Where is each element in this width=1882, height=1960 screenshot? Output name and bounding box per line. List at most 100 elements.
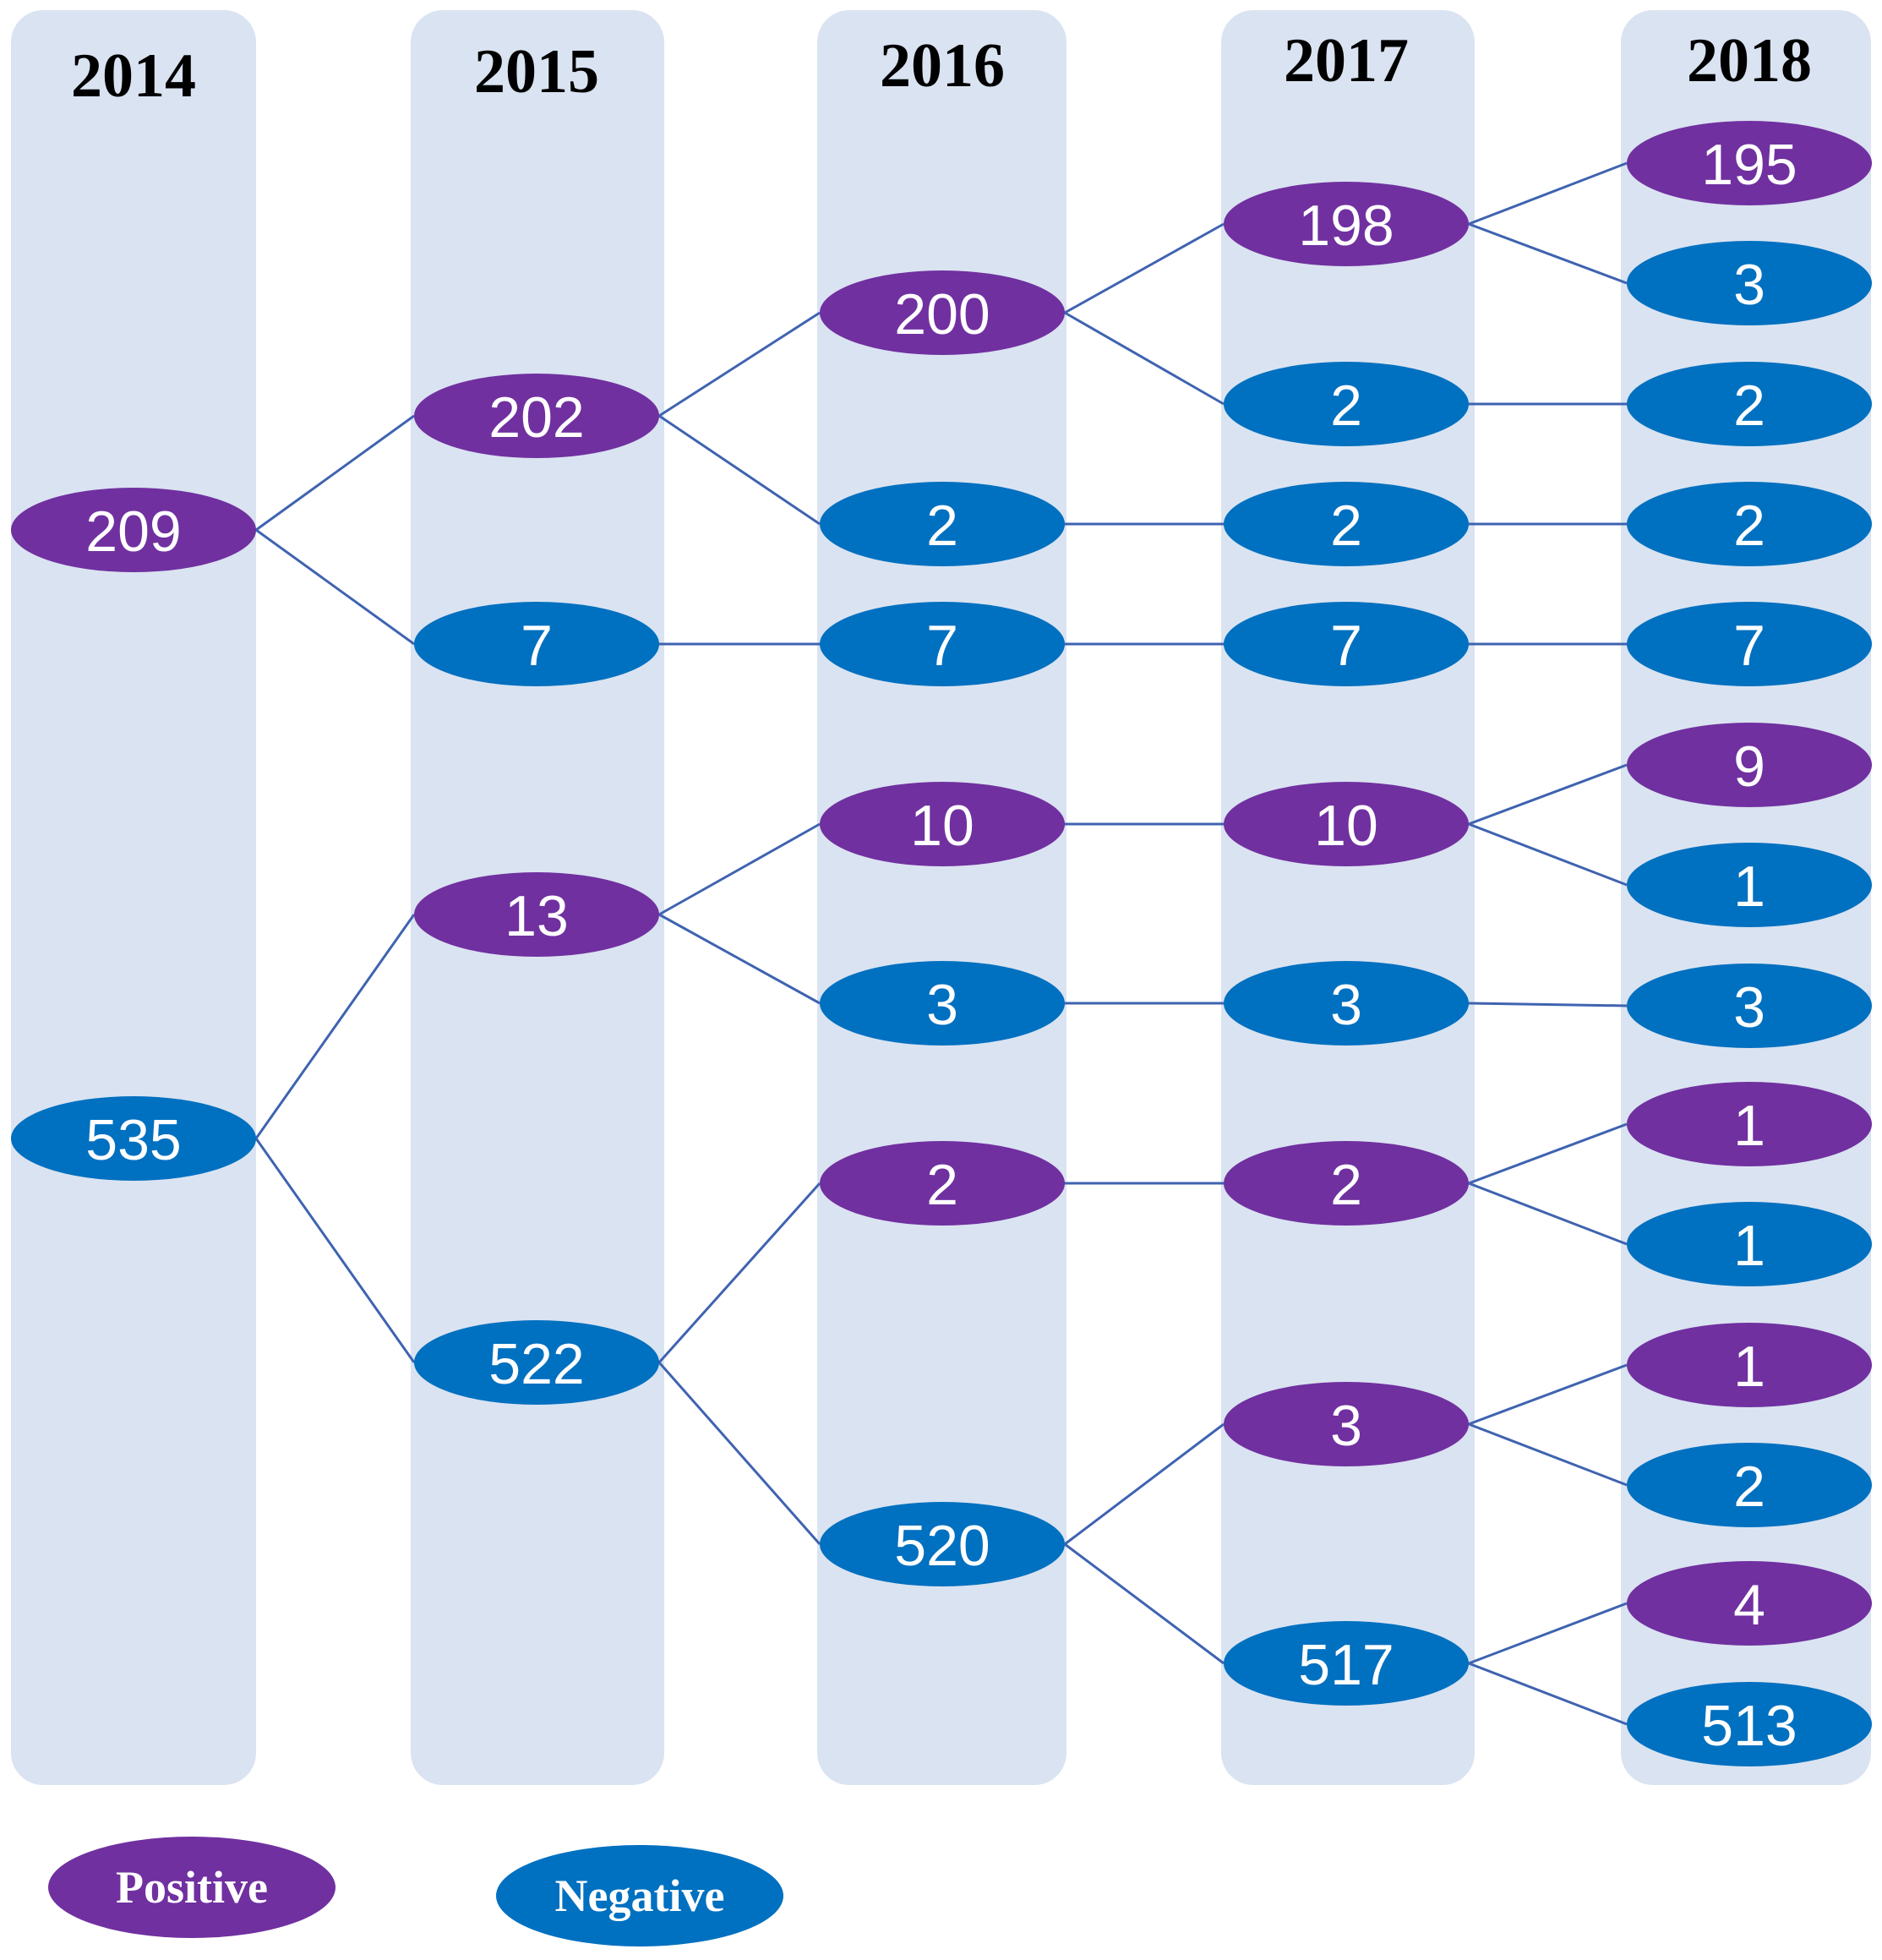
edge-a2-b3 [254, 914, 416, 1139]
node-negative-c5: 3 [820, 961, 1065, 1046]
node-value-e8: 3 [1733, 975, 1765, 1040]
node-value-b4: 522 [488, 1332, 584, 1396]
edge-d7-e9 [1468, 1122, 1628, 1185]
node-ellipse-e10 [1627, 1202, 1872, 1286]
edge-b3-c5 [658, 913, 821, 1005]
node-value-a1: 209 [85, 500, 181, 564]
edge-d1-e1 [1468, 161, 1628, 226]
edge-c1-d1 [1064, 222, 1225, 314]
node-ellipse-a2 [11, 1096, 256, 1181]
node-value-d8: 3 [1330, 1394, 1362, 1458]
edge-c7-d8 [1064, 1422, 1225, 1546]
node-negative-e12: 2 [1627, 1443, 1872, 1527]
node-value-d7: 2 [1330, 1153, 1362, 1217]
node-ellipse-b3 [414, 872, 659, 957]
node-value-d3: 2 [1330, 494, 1362, 558]
year-label-2014: 2014 [71, 41, 196, 111]
node-negative-d6: 3 [1224, 961, 1469, 1046]
edge-d7-e10 [1468, 1182, 1628, 1246]
node-negative-e14: 513 [1627, 1682, 1872, 1766]
edge-b1-c1 [658, 311, 821, 418]
edge-a1-b2 [255, 528, 415, 646]
node-ellipse-c4 [820, 782, 1065, 866]
edge-c1-d2 [1064, 311, 1225, 406]
node-negative-e4: 2 [1627, 482, 1872, 566]
node-value-c1: 200 [894, 282, 990, 347]
node-negative-d9: 517 [1224, 1621, 1469, 1706]
edge-d5-e6 [1468, 763, 1628, 826]
legend-positive-swatch [48, 1837, 335, 1938]
node-value-e12: 2 [1733, 1455, 1765, 1519]
node-value-b3: 13 [505, 884, 569, 948]
node-ellipse-c7 [820, 1502, 1065, 1586]
node-value-e9: 1 [1733, 1094, 1765, 1158]
node-positive-e6: 9 [1627, 723, 1872, 807]
node-negative-c7: 520 [820, 1502, 1065, 1586]
node-value-e2: 3 [1733, 253, 1765, 317]
node-value-e13: 4 [1733, 1573, 1765, 1637]
node-ellipse-c1 [820, 270, 1065, 355]
node-ellipse-d2 [1224, 362, 1469, 446]
node-value-e14: 513 [1701, 1694, 1797, 1758]
node-positive-e1: 195 [1627, 121, 1872, 205]
edge-d8-e11 [1468, 1363, 1628, 1426]
edge-b1-c2 [658, 414, 821, 526]
node-ellipse-c6 [820, 1141, 1065, 1226]
node-ellipse-e1 [1627, 121, 1872, 205]
node-positive-b3: 13 [414, 872, 659, 957]
node-ellipse-e3 [1627, 362, 1872, 446]
year-label-2018: 2018 [1687, 26, 1812, 96]
node-value-e7: 1 [1733, 854, 1765, 919]
node-ellipse-b4 [414, 1320, 659, 1405]
node-ellipse-e4 [1627, 482, 1872, 566]
node-ellipse-d6 [1224, 961, 1469, 1046]
node-ellipse-e6 [1627, 723, 1872, 807]
edge-d8-e12 [1468, 1422, 1628, 1487]
node-negative-c3: 7 [820, 602, 1065, 686]
node-positive-e11: 1 [1627, 1323, 1872, 1407]
node-negative-e7: 1 [1627, 843, 1872, 927]
node-ellipse-e9 [1627, 1082, 1872, 1166]
node-ellipse-e8 [1627, 964, 1872, 1048]
node-ellipse-d3 [1224, 482, 1469, 566]
node-ellipse-c5 [820, 961, 1065, 1046]
node-value-c6: 2 [926, 1153, 958, 1217]
node-value-c7: 520 [894, 1514, 990, 1578]
node-value-b2: 7 [521, 614, 553, 678]
node-value-d1: 198 [1298, 194, 1394, 258]
node-value-e6: 9 [1733, 734, 1765, 799]
node-ellipse-e7 [1627, 843, 1872, 927]
node-value-e11: 1 [1733, 1335, 1765, 1399]
node-positive-c4: 10 [820, 782, 1065, 866]
node-value-e3: 2 [1733, 374, 1765, 438]
node-positive-d1: 198 [1224, 182, 1469, 266]
node-value-d4: 7 [1330, 614, 1362, 678]
node-positive-b1: 202 [414, 374, 659, 458]
year-label-2017: 2017 [1284, 26, 1409, 96]
node-negative-d2: 2 [1224, 362, 1469, 446]
node-value-c5: 3 [926, 973, 958, 1037]
legend-positive-label: Positive [116, 1862, 268, 1913]
node-positive-a1: 209 [11, 488, 256, 572]
node-negative-b2: 7 [414, 602, 659, 686]
node-value-d9: 517 [1298, 1633, 1394, 1697]
edge-d1-e2 [1468, 222, 1628, 285]
node-value-e10: 1 [1733, 1214, 1765, 1278]
year-label-2015: 2015 [474, 37, 599, 106]
node-positive-c1: 200 [820, 270, 1065, 355]
node-value-c2: 2 [926, 494, 958, 558]
year-label-2016: 2016 [880, 31, 1005, 101]
node-negative-c2: 2 [820, 482, 1065, 566]
year-column-2016 [817, 10, 1066, 1785]
node-positive-d5: 10 [1224, 782, 1469, 866]
status-nodes: 2095352027135222002710325201982271032351… [11, 121, 1872, 1766]
node-ellipse-a1 [11, 488, 256, 572]
node-ellipse-e14 [1627, 1682, 1872, 1766]
node-negative-a2: 535 [11, 1096, 256, 1181]
node-negative-e5: 7 [1627, 602, 1872, 686]
node-negative-e8: 3 [1627, 964, 1872, 1048]
node-ellipse-e2 [1627, 241, 1872, 325]
node-ellipse-d1 [1224, 182, 1469, 266]
node-value-c4: 10 [910, 794, 974, 858]
node-negative-e3: 2 [1627, 362, 1872, 446]
